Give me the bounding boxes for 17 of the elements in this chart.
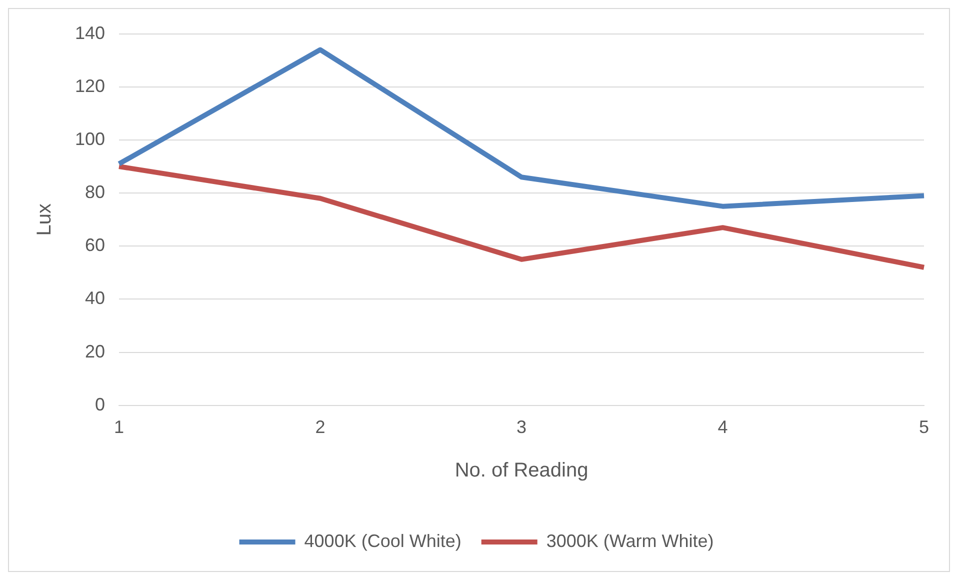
- x-tick-label: 4: [718, 417, 728, 438]
- y-tick-label: 120: [74, 76, 106, 96]
- x-axis-title: No. of Reading: [454, 460, 588, 482]
- y-tick-label: 0: [95, 394, 106, 414]
- y-tick-label: 60: [85, 235, 106, 256]
- legend-label: 4000K (Cool White): [304, 530, 462, 551]
- x-tick-label: 3: [516, 417, 527, 438]
- legend-label: 3000K (Warm White): [546, 530, 714, 551]
- y-tick-label: 100: [74, 128, 106, 149]
- y-tick-label: 20: [85, 341, 106, 362]
- x-tick-label: 1: [114, 417, 124, 438]
- x-tick-label: 5: [918, 417, 930, 438]
- y-axis-title: Lux: [34, 203, 56, 236]
- y-tick-label: 80: [85, 182, 106, 202]
- x-tick-label: 2: [315, 417, 326, 438]
- y-tick-label: 40: [85, 288, 106, 308]
- y-tick-label: 140: [74, 22, 106, 43]
